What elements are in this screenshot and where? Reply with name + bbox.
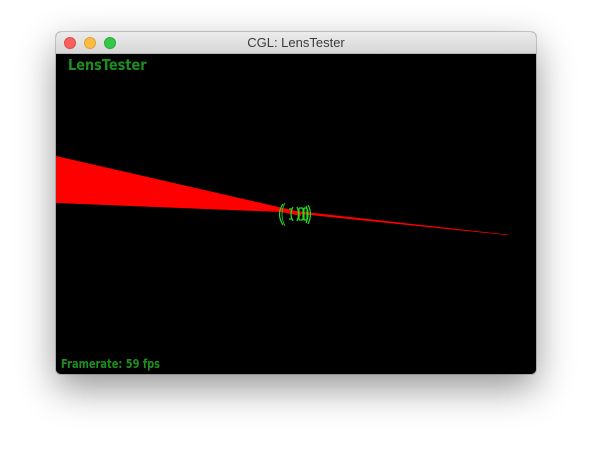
scene-canvas bbox=[56, 156, 511, 235]
app-name-label: LensTester bbox=[68, 56, 147, 74]
light-beam-focus bbox=[271, 208, 301, 216]
framerate-label: Framerate: 59 fps bbox=[61, 357, 161, 371]
lens-system-icon bbox=[278, 202, 312, 227]
window-title: CGL: LensTester bbox=[247, 35, 345, 50]
app-window: CGL: LensTester bbox=[56, 32, 536, 374]
gl-viewport[interactable]: LensTester Framerate: 59 fps bbox=[56, 54, 536, 374]
minimize-button-icon[interactable] bbox=[84, 37, 96, 49]
close-button-icon[interactable] bbox=[64, 37, 76, 49]
title-bar[interactable]: CGL: LensTester bbox=[56, 32, 536, 54]
light-beam bbox=[56, 156, 511, 235]
zoom-button-icon[interactable] bbox=[104, 37, 116, 49]
